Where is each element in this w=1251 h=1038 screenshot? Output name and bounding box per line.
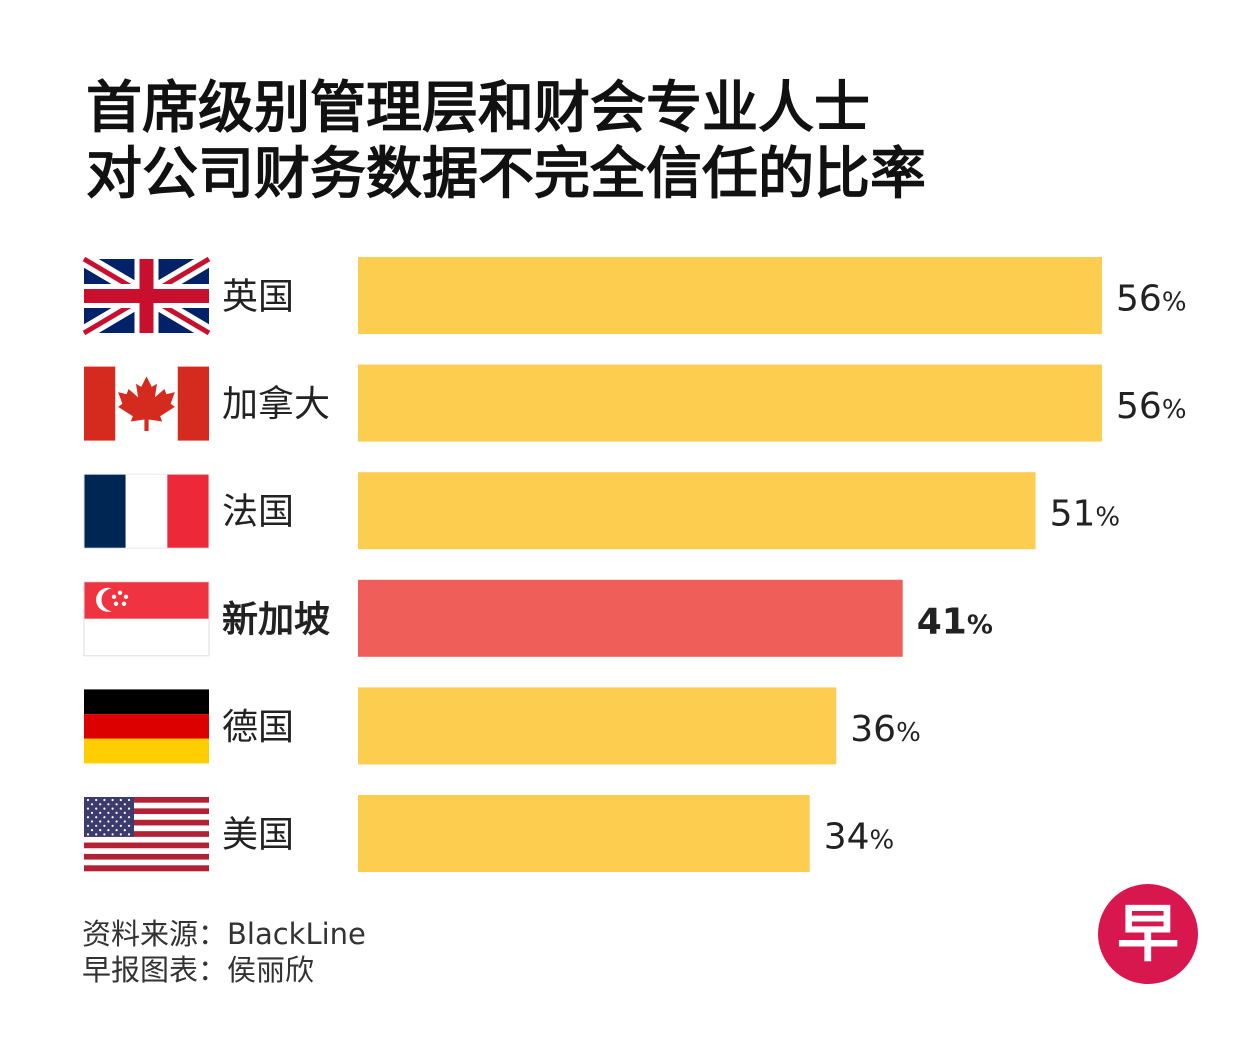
value-label: 41% bbox=[917, 601, 993, 642]
bar bbox=[358, 687, 837, 765]
france-flag-icon bbox=[83, 473, 210, 549]
zaobao-logo-icon: 早 bbox=[1098, 884, 1198, 984]
source-text: 资料来源：BlackLine bbox=[82, 917, 366, 951]
footer: 资料来源：BlackLine 早报图表：侯丽欣 bbox=[82, 916, 366, 988]
usa-flag-icon bbox=[84, 797, 209, 872]
category-label: 德国 bbox=[222, 707, 294, 748]
category-label: 美国 bbox=[222, 815, 294, 856]
credit-text: 早报图表：侯丽欣 bbox=[82, 953, 315, 987]
value-label: 51% bbox=[1050, 494, 1121, 535]
bar bbox=[358, 364, 1102, 442]
bar bbox=[358, 579, 903, 657]
value-label: 34% bbox=[824, 817, 895, 858]
germany-flag-icon bbox=[84, 689, 209, 764]
singapore-flag-icon bbox=[83, 581, 210, 657]
uk-flag-icon bbox=[80, 252, 213, 340]
category-label: 英国 bbox=[222, 277, 294, 318]
category-label: 法国 bbox=[222, 492, 294, 533]
title-line-2: 对公司财务数据不完全信任的比率 bbox=[86, 142, 926, 207]
value-label: 56% bbox=[1116, 279, 1187, 320]
logo-glyph: 早 bbox=[1117, 897, 1179, 970]
value-label: 56% bbox=[1116, 386, 1187, 427]
flags-layer bbox=[80, 252, 213, 872]
canada-flag-icon bbox=[84, 366, 209, 441]
bar bbox=[358, 257, 1102, 334]
title-line-1: 首席级别管理层和财会专业人士 bbox=[86, 76, 870, 141]
category-label: 新加坡 bbox=[222, 599, 330, 640]
value-label: 36% bbox=[850, 709, 921, 750]
chart-title: 首席级别管理层和财会专业人士 对公司财务数据不完全信任的比率 bbox=[86, 76, 926, 208]
bar bbox=[358, 472, 1036, 550]
bars-layer: 英国 56% 加拿大 56% 法国 51% 新加坡 41% 德国 36% 美国 34% bbox=[222, 257, 1187, 872]
category-label: 加拿大 bbox=[222, 384, 330, 425]
bar bbox=[358, 795, 810, 872]
